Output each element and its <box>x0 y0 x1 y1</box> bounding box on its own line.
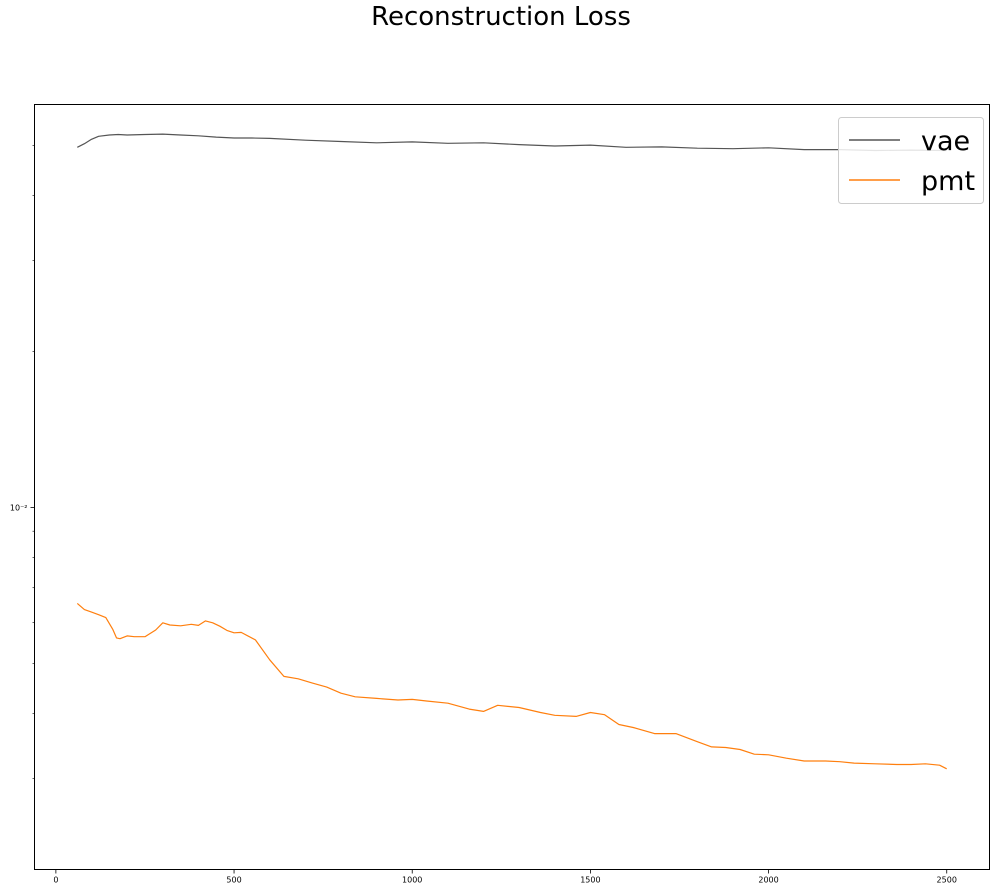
legend: vae pmt <box>838 117 984 204</box>
x-tick-label: 1000 <box>402 876 422 885</box>
legend-label-pmt: pmt <box>921 166 975 197</box>
x-axis: 0 500 1000 1500 2000 2500 <box>53 869 957 885</box>
series-line-vae <box>77 133 947 152</box>
axes-frame <box>34 104 990 870</box>
y-tick-label: 10⁻² <box>10 504 28 513</box>
x-tick-label: 1500 <box>580 876 600 885</box>
legend-label-vae: vae <box>921 126 970 157</box>
series-line-pmt <box>76 602 947 770</box>
x-tick-label: 0 <box>53 876 58 885</box>
x-tick-label: 2000 <box>758 876 778 885</box>
y-axis: 10⁻² <box>10 145 35 779</box>
legend-box <box>838 117 984 204</box>
x-tick-label: 500 <box>226 876 241 885</box>
x-tick-label: 2500 <box>937 876 957 885</box>
chart-title: Reconstruction Loss <box>371 2 631 32</box>
series-layer <box>76 133 947 770</box>
